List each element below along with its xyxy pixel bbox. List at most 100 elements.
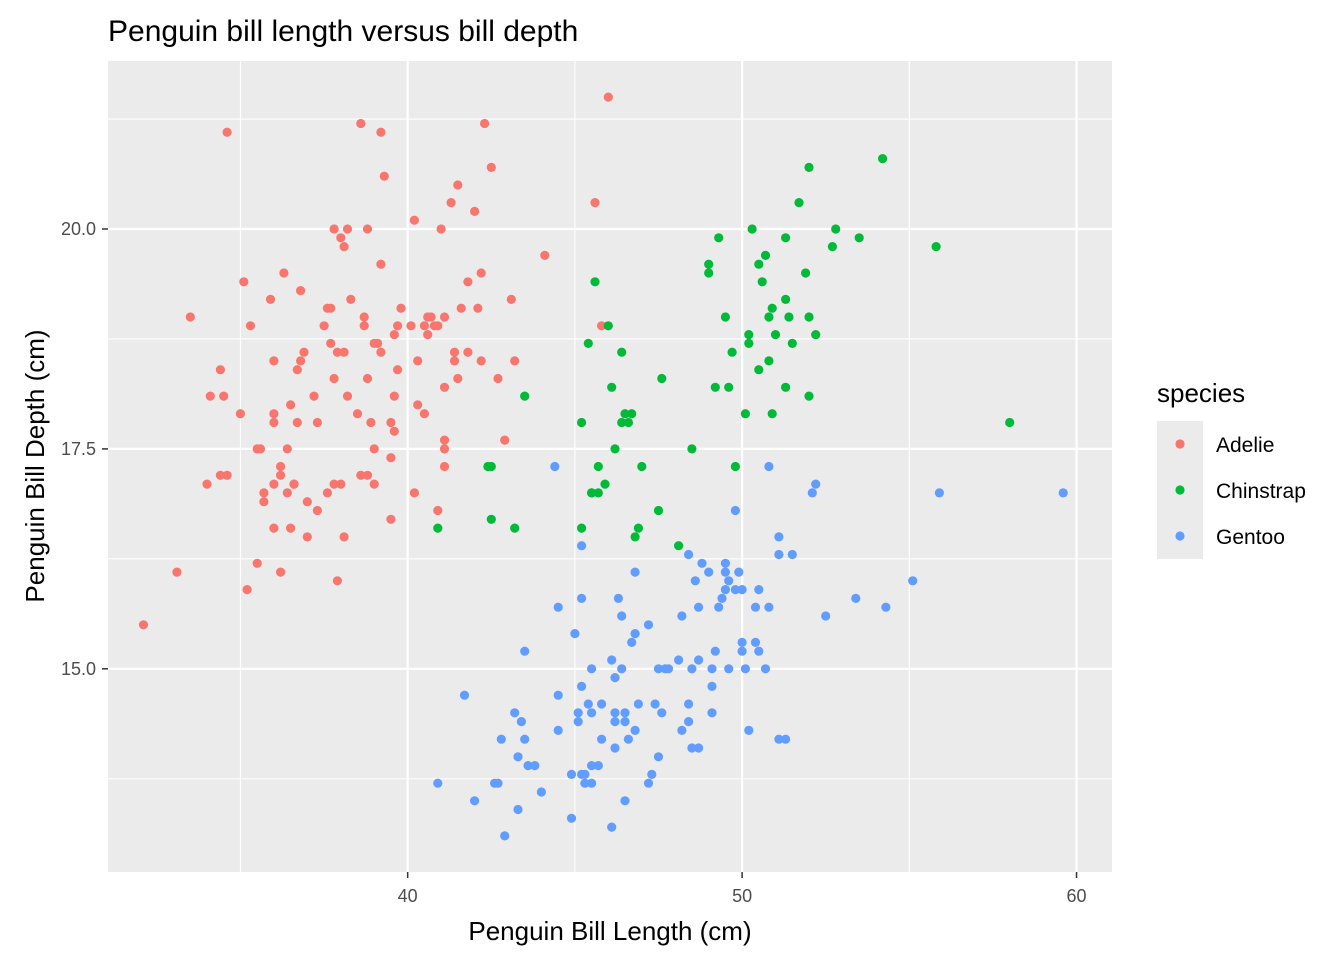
adelie-point (342, 224, 353, 234)
gentoo-point (750, 602, 761, 612)
chinstrap-point (600, 479, 610, 489)
adelie-point (172, 567, 182, 577)
adelie-point (456, 303, 466, 313)
chinstrap-point (764, 356, 774, 366)
gentoo-point (610, 673, 620, 683)
chinstrap-point (674, 541, 684, 551)
chinstrap-point (787, 338, 797, 348)
adelie-point (289, 479, 299, 489)
chinstrap-point (620, 409, 630, 419)
adelie-point (439, 312, 450, 322)
gentoo-point (553, 602, 563, 612)
adelie-point (406, 321, 416, 331)
gentoo-point (513, 804, 523, 815)
gentoo-point (553, 690, 563, 700)
adelie-point (389, 426, 399, 436)
gentoo-point (607, 822, 617, 832)
chinstrap-point (577, 523, 587, 533)
chinstrap-point (831, 224, 841, 234)
gentoo-point (643, 778, 654, 788)
gentoo-point (577, 681, 587, 692)
gentoo-point (566, 769, 577, 780)
gentoo-point (724, 664, 734, 674)
gentoo-point (744, 725, 754, 736)
adelie-point (329, 373, 339, 384)
gentoo-point (707, 664, 717, 674)
gentoo-point (617, 611, 627, 621)
chinstrap-point (727, 347, 737, 357)
chinstrap-point (754, 259, 764, 269)
gentoo-point (550, 461, 560, 472)
adelie-point (269, 409, 279, 419)
adelie-point (476, 356, 486, 366)
adelie-point (332, 576, 342, 586)
chinstrap-point (854, 233, 864, 243)
gentoo-point (764, 461, 774, 472)
chinstrap-point (931, 242, 941, 252)
gentoo-point (677, 725, 687, 736)
gentoo-point (627, 637, 637, 648)
adelie-point (332, 347, 342, 357)
adelie-point (362, 373, 373, 384)
adelie-point (276, 470, 286, 480)
gentoo-point (774, 734, 784, 744)
adelie-point (389, 391, 399, 401)
adelie-point (222, 127, 232, 137)
adelie-point (239, 277, 249, 287)
adelie-point (463, 277, 473, 287)
chinstrap-point (510, 523, 520, 533)
x-tick-label: 40 (398, 886, 418, 906)
adelie-point (439, 461, 450, 472)
gentoo-point (610, 708, 620, 718)
gentoo-point (697, 558, 707, 568)
chinstrap-point (710, 382, 720, 392)
y-axis-title: Penguin Bill Depth (cm) (20, 329, 50, 602)
adelie-point (362, 470, 373, 480)
gentoo-point (750, 637, 761, 648)
chinstrap-point (704, 259, 714, 269)
adelie-point (389, 330, 399, 340)
adelie-point (269, 417, 279, 428)
gentoo-point (516, 717, 527, 727)
chinstrap-point (781, 382, 791, 392)
adelie-point (286, 400, 296, 410)
adelie-point (373, 338, 383, 348)
gentoo-point (510, 708, 520, 718)
chinstrap-point (784, 312, 794, 322)
adelie-point (292, 365, 302, 375)
gentoo-point (536, 787, 547, 797)
adelie-point (292, 417, 302, 428)
gentoo-point (570, 629, 580, 639)
gentoo-point (597, 699, 607, 709)
adelie-point (346, 294, 356, 304)
gentoo-point (908, 576, 918, 586)
x-axis-title: Penguin Bill Length (cm) (468, 916, 751, 946)
adelie-point (309, 391, 319, 401)
gentoo-point (653, 664, 664, 674)
gentoo-point (459, 690, 470, 700)
adelie-point (473, 303, 483, 313)
y-tick-label: 17.5 (61, 439, 96, 459)
adelie-point (359, 312, 369, 322)
chinstrap-point (637, 461, 647, 472)
chinstrap-point (610, 444, 620, 454)
adelie-point (205, 391, 215, 401)
gentoo-point (821, 611, 831, 621)
chinstrap-point (767, 409, 777, 419)
chinstrap-point (653, 505, 664, 516)
gentoo-point (720, 558, 731, 568)
adelie-point (436, 224, 446, 234)
y-tick-label: 20.0 (61, 219, 96, 239)
chinstrap-point (704, 268, 714, 278)
gentoo-point (754, 646, 764, 656)
chinstrap-point (617, 347, 627, 357)
gentoo-point (650, 699, 660, 709)
gentoo-point (737, 585, 747, 595)
x-tick-label: 60 (1067, 886, 1087, 906)
adelie-point (493, 373, 503, 384)
gentoo-point (737, 637, 747, 648)
adelie-point (269, 523, 279, 533)
adelie-point (329, 479, 339, 489)
legend-label-adelie: Adelie (1216, 434, 1274, 457)
